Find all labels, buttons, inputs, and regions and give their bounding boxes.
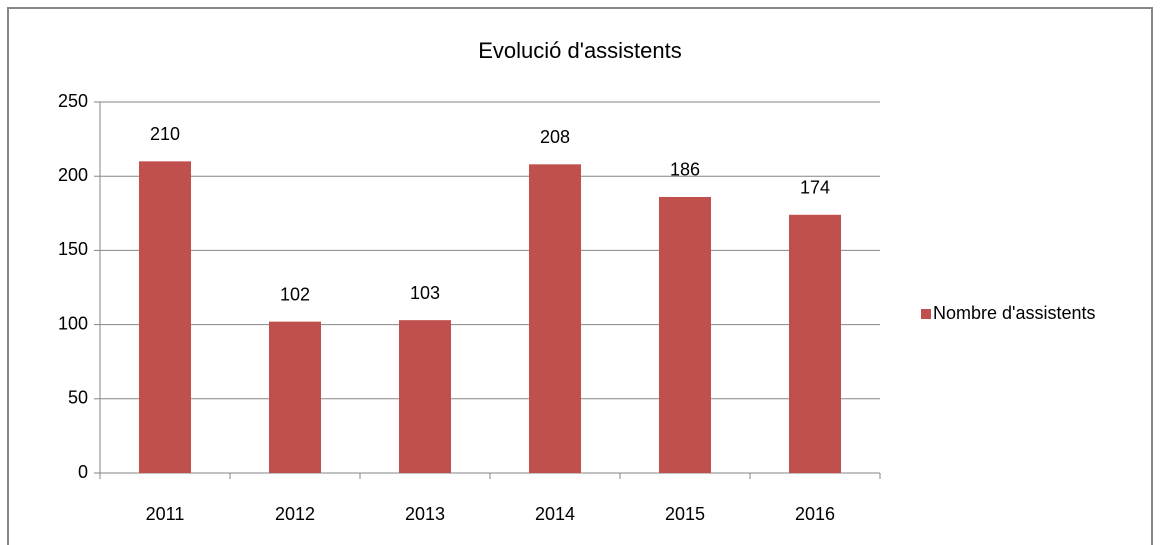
- bar: [269, 321, 321, 473]
- bar: [659, 196, 711, 473]
- data-label: 210: [150, 124, 180, 144]
- bar: [529, 164, 581, 473]
- data-label: 208: [540, 127, 570, 147]
- legend-label: Nombre d'assistents: [933, 303, 1096, 323]
- chart-title: Evolució d'assistents: [478, 38, 682, 63]
- y-tick-label: 50: [68, 388, 88, 408]
- x-tick-label: 2014: [535, 504, 575, 524]
- x-tick-label: 2011: [146, 504, 185, 524]
- y-tick-label: 250: [58, 91, 88, 111]
- x-tick-label: 2016: [795, 504, 835, 524]
- x-tick-label: 2012: [275, 504, 315, 524]
- bar: [139, 161, 191, 474]
- x-tick-label: 2013: [405, 504, 445, 524]
- bar: [399, 320, 451, 473]
- y-tick-label: 100: [58, 313, 88, 333]
- y-tick-label: 150: [58, 239, 88, 259]
- data-label: 102: [280, 284, 310, 304]
- bar: [789, 214, 841, 473]
- data-label: 103: [410, 283, 440, 303]
- data-label: 186: [670, 160, 700, 180]
- x-tick-label: 2015: [665, 504, 705, 524]
- y-tick-label: 200: [58, 165, 88, 185]
- y-tick-label: 0: [78, 462, 88, 482]
- legend-swatch: [921, 309, 931, 319]
- data-label: 174: [800, 178, 830, 198]
